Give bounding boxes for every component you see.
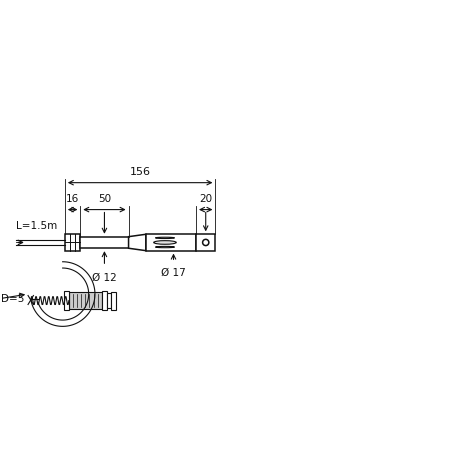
Bar: [102, 291, 107, 310]
Text: L=1.5m: L=1.5m: [16, 221, 57, 231]
Bar: [107, 293, 111, 308]
Bar: [80, 237, 129, 248]
Ellipse shape: [155, 237, 174, 239]
Text: 50: 50: [98, 194, 111, 204]
Bar: [69, 292, 102, 309]
Ellipse shape: [155, 246, 174, 248]
Bar: [146, 234, 196, 251]
Text: Ø 12: Ø 12: [92, 273, 117, 283]
Text: 156: 156: [130, 167, 151, 177]
Text: D=5: D=5: [1, 294, 25, 304]
Bar: [65, 291, 69, 310]
Text: 16: 16: [66, 194, 79, 204]
Polygon shape: [129, 234, 146, 251]
Text: 20: 20: [199, 194, 213, 204]
Ellipse shape: [154, 240, 176, 244]
Text: Ø 17: Ø 17: [161, 268, 186, 278]
Bar: [196, 234, 215, 251]
Bar: [111, 292, 116, 310]
Circle shape: [202, 240, 209, 245]
Bar: [65, 234, 80, 251]
